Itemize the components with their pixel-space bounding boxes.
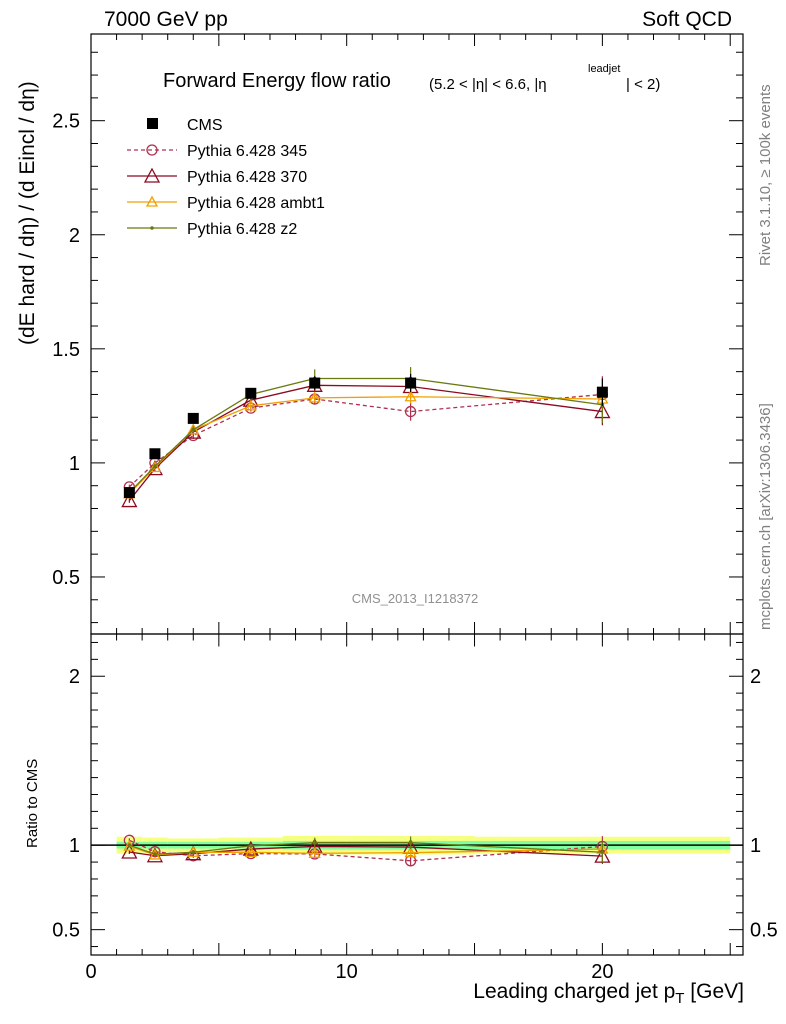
- ratio-point-z2-4: [312, 840, 317, 845]
- point-z2-2: [191, 428, 196, 432]
- legend: CMS Pythia 6.428 345 Pythia 6.428 370 Py…: [127, 117, 325, 238]
- x-axis-label-text: Leading charged jet p: [473, 980, 676, 1003]
- header-right-label: Soft QCD: [642, 8, 732, 31]
- line-ambt1: [128, 396, 603, 495]
- y-tick-label-1: 1: [69, 453, 80, 475]
- ratio-point-z2-3: [249, 844, 253, 848]
- legend-marker-p370: [143, 167, 161, 183]
- point-ambt1-3: [244, 399, 257, 411]
- header-left-label: 7000 GeV pp: [104, 8, 228, 31]
- y-tick-label-0.5: 0.5: [52, 567, 80, 589]
- point-cms-1: [149, 448, 161, 460]
- ratio-tick-label-left-2: 2: [69, 666, 80, 688]
- ratio-point-z2-1: [153, 852, 157, 856]
- point-ambt1-5: [404, 390, 417, 402]
- ratio-tick-label-right-2: 2: [750, 666, 761, 688]
- ratio-point-ambt1-4: [308, 846, 321, 858]
- legend-label-cms: CMS: [187, 117, 223, 134]
- ratio-tick-label-left-0.5: 0.5: [52, 920, 80, 942]
- analysis-watermark: CMS_2013_I1218372: [352, 591, 479, 606]
- ratio-point-z2-2: [191, 850, 196, 855]
- series-ambt1: [123, 387, 609, 860]
- series-cms: [123, 373, 608, 499]
- x-axis-label: Leading charged jet pT [GeV]: [473, 980, 744, 1007]
- ratio-point-p370-3: [242, 840, 259, 856]
- legend-marker-z2: [150, 226, 154, 230]
- ratio-point-z2-0: [127, 843, 132, 847]
- ratio-tick-label-left-1: 1: [69, 835, 80, 857]
- series-z2: [127, 367, 605, 863]
- point-p345-5: [404, 405, 417, 418]
- x-tick-label-20: 20: [591, 961, 613, 983]
- y-tick-label-1.5: 1.5: [52, 339, 80, 361]
- chart-title-suffix: (5.2 < |η| < 6.6, |η: [429, 76, 547, 93]
- legend-label-ambt1: Pythia 6.428 ambt1: [187, 195, 325, 212]
- legend-marker-p345: [146, 144, 158, 156]
- ratio-point-z2-5: [408, 840, 413, 845]
- chart-title-superscript: leadjet: [588, 63, 620, 75]
- point-cms-2: [187, 412, 199, 424]
- point-p370-0: [121, 492, 138, 508]
- legend-label-z2: Pythia 6.428 z2: [187, 221, 297, 238]
- point-ambt1-4: [308, 391, 321, 403]
- ratio-plot-frame: [90, 633, 744, 956]
- line-z2: [128, 377, 603, 494]
- ratio-point-ambt1-5: [404, 846, 417, 858]
- x-axis-label-unit: [GeV]: [684, 980, 744, 1003]
- y-tick-label-2: 2: [69, 225, 80, 247]
- x-tick-label-10: 10: [336, 961, 358, 983]
- x-axis-label-subscript: T: [675, 990, 685, 1008]
- point-cms-4: [309, 377, 321, 389]
- line-p345: [128, 393, 603, 488]
- ratio-point-z2-6: [600, 850, 605, 855]
- ratio-point-ambt1-3: [244, 845, 257, 857]
- ratio-tick-label-right-1: 1: [750, 835, 761, 857]
- point-ambt1-2: [187, 423, 200, 435]
- legend-label-p370: Pythia 6.428 370: [187, 169, 307, 186]
- point-z2-1: [153, 464, 157, 469]
- y-tick-label-2.5: 2.5: [52, 111, 80, 133]
- chart-title-end: | < 2): [626, 76, 660, 93]
- ratio-point-p370-0: [121, 843, 138, 859]
- point-ambt1-1: [148, 461, 162, 473]
- x-tick-label-0: 0: [85, 961, 96, 983]
- ratio-tick-label-right-0.5: 0.5: [750, 920, 778, 942]
- legend-marker-ambt1: [145, 195, 159, 207]
- point-cms-5: [405, 377, 417, 389]
- legend-marker-cms: [147, 118, 158, 129]
- line-p370: [128, 384, 603, 501]
- series-p370: [121, 376, 611, 864]
- point-cms-3: [245, 387, 257, 399]
- point-cms-6: [596, 386, 608, 398]
- series-p345: [123, 376, 609, 867]
- chart-title: Forward Energy flow ratio: [163, 70, 391, 92]
- legend-label-p345: Pythia 6.428 345: [187, 143, 307, 160]
- point-cms-0: [123, 487, 135, 499]
